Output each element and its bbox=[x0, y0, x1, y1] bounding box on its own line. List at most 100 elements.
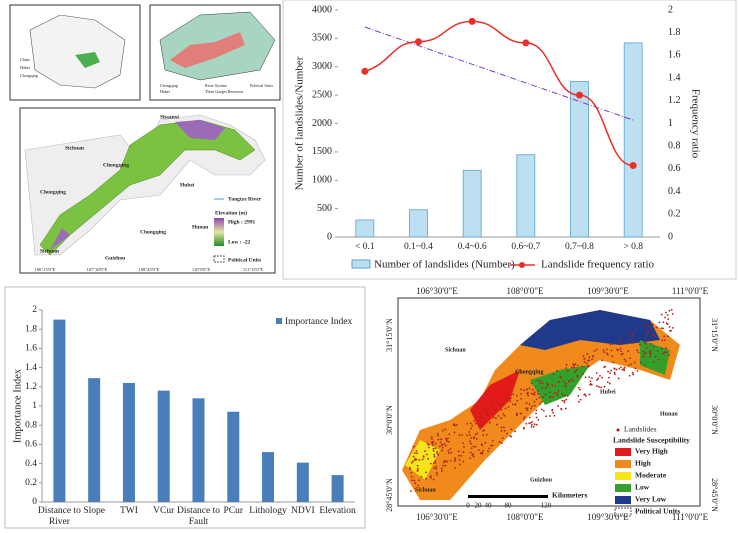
landslide bbox=[441, 446, 444, 449]
landslide bbox=[435, 471, 438, 474]
landslide bbox=[668, 309, 671, 312]
y2-tick-label: 0 bbox=[668, 231, 673, 242]
landslide bbox=[433, 453, 436, 456]
landslide bbox=[480, 425, 482, 428]
landslide bbox=[476, 432, 479, 435]
point bbox=[522, 39, 530, 47]
landslide bbox=[538, 396, 541, 399]
landslide bbox=[418, 479, 420, 482]
landslide bbox=[494, 408, 496, 411]
legend-swatch bbox=[615, 460, 631, 468]
landslide bbox=[623, 358, 626, 361]
landslide bbox=[490, 444, 492, 447]
landslide bbox=[663, 335, 666, 338]
landslide bbox=[409, 466, 411, 469]
x-tick-label: Slope bbox=[83, 506, 105, 516]
legend-swatch bbox=[615, 448, 631, 456]
landslide bbox=[418, 459, 421, 461]
x-tick-label: Distance to River bbox=[37, 506, 81, 527]
landslide bbox=[657, 358, 660, 361]
landslide bbox=[560, 408, 563, 411]
trendline bbox=[364, 26, 634, 121]
y2-tick-label: 1 bbox=[668, 118, 673, 129]
map-label: Chongqing bbox=[40, 189, 66, 195]
landslide bbox=[608, 382, 611, 385]
map-coord: 31°15'0"N bbox=[710, 318, 719, 352]
landslide bbox=[460, 454, 463, 457]
landslide bbox=[433, 467, 436, 470]
landslide bbox=[522, 418, 525, 420]
landslide bbox=[628, 374, 631, 377]
landslide bbox=[665, 351, 668, 354]
y-tick-label: 0.2 bbox=[25, 478, 37, 488]
landslide bbox=[426, 442, 429, 445]
landslide bbox=[416, 470, 419, 472]
y-tick-label: 1.6 bbox=[25, 344, 37, 354]
y-tick-label: 0 bbox=[327, 231, 332, 242]
landslide bbox=[410, 461, 413, 464]
landslide bbox=[482, 423, 485, 426]
landslide bbox=[514, 403, 517, 405]
landslide bbox=[462, 451, 465, 453]
landslide bbox=[564, 385, 567, 388]
landslide bbox=[516, 412, 518, 415]
landslide bbox=[412, 445, 415, 448]
landslide bbox=[516, 414, 518, 417]
landslide bbox=[565, 398, 568, 401]
landslide bbox=[475, 418, 478, 421]
landslide bbox=[575, 369, 578, 371]
landslide bbox=[448, 433, 451, 436]
landslide bbox=[612, 361, 615, 364]
landslide bbox=[652, 360, 655, 363]
landslide bbox=[644, 342, 647, 345]
landslide bbox=[645, 332, 648, 335]
landslide bbox=[436, 450, 438, 453]
landslide bbox=[557, 381, 560, 384]
landslide bbox=[606, 348, 608, 351]
landslide bbox=[545, 415, 547, 418]
landslide bbox=[609, 343, 612, 346]
landslide bbox=[576, 364, 579, 367]
landslide bbox=[581, 372, 584, 375]
landslide bbox=[479, 452, 482, 455]
map-coord: 30°0'0"N bbox=[385, 405, 394, 435]
inset-reservoir bbox=[170, 32, 245, 68]
landslide bbox=[539, 403, 541, 405]
x-tick-label: TWI bbox=[119, 506, 138, 516]
landslide bbox=[649, 355, 652, 358]
map-label: Yangtze River bbox=[228, 196, 262, 202]
y2-tick-label: 0.8 bbox=[668, 140, 681, 151]
landslide bbox=[634, 367, 637, 370]
landslide bbox=[627, 334, 630, 336]
x-tick-label: PCur bbox=[223, 506, 244, 516]
landslide bbox=[622, 368, 625, 370]
landslide bbox=[637, 351, 640, 354]
map-label: Hubei bbox=[600, 389, 616, 395]
landslide bbox=[666, 314, 669, 316]
point bbox=[361, 67, 369, 75]
landslide bbox=[427, 446, 430, 449]
landslide bbox=[541, 382, 544, 385]
landslide bbox=[544, 393, 547, 396]
landslide bbox=[507, 406, 510, 408]
landslide bbox=[533, 391, 536, 394]
landslide bbox=[531, 405, 533, 408]
landslide bbox=[470, 437, 473, 439]
landslide bbox=[612, 343, 614, 345]
landslide bbox=[577, 395, 580, 397]
bar bbox=[355, 219, 375, 238]
landslide bbox=[668, 326, 671, 328]
bar bbox=[331, 475, 344, 502]
inset-label: Three Gorges Reservoir bbox=[205, 89, 244, 94]
landslide bbox=[523, 416, 526, 419]
landslide bbox=[627, 350, 630, 353]
landslide bbox=[430, 477, 433, 479]
landslide bbox=[536, 379, 539, 382]
legend-label: Landslide frequency ratio bbox=[541, 259, 655, 271]
landslide bbox=[632, 373, 634, 376]
landslide bbox=[497, 414, 500, 417]
landslide bbox=[431, 444, 434, 446]
map-label: Shaanxi bbox=[160, 114, 179, 120]
y-tick-label: 1.8 bbox=[25, 324, 37, 334]
landslide bbox=[606, 353, 609, 356]
